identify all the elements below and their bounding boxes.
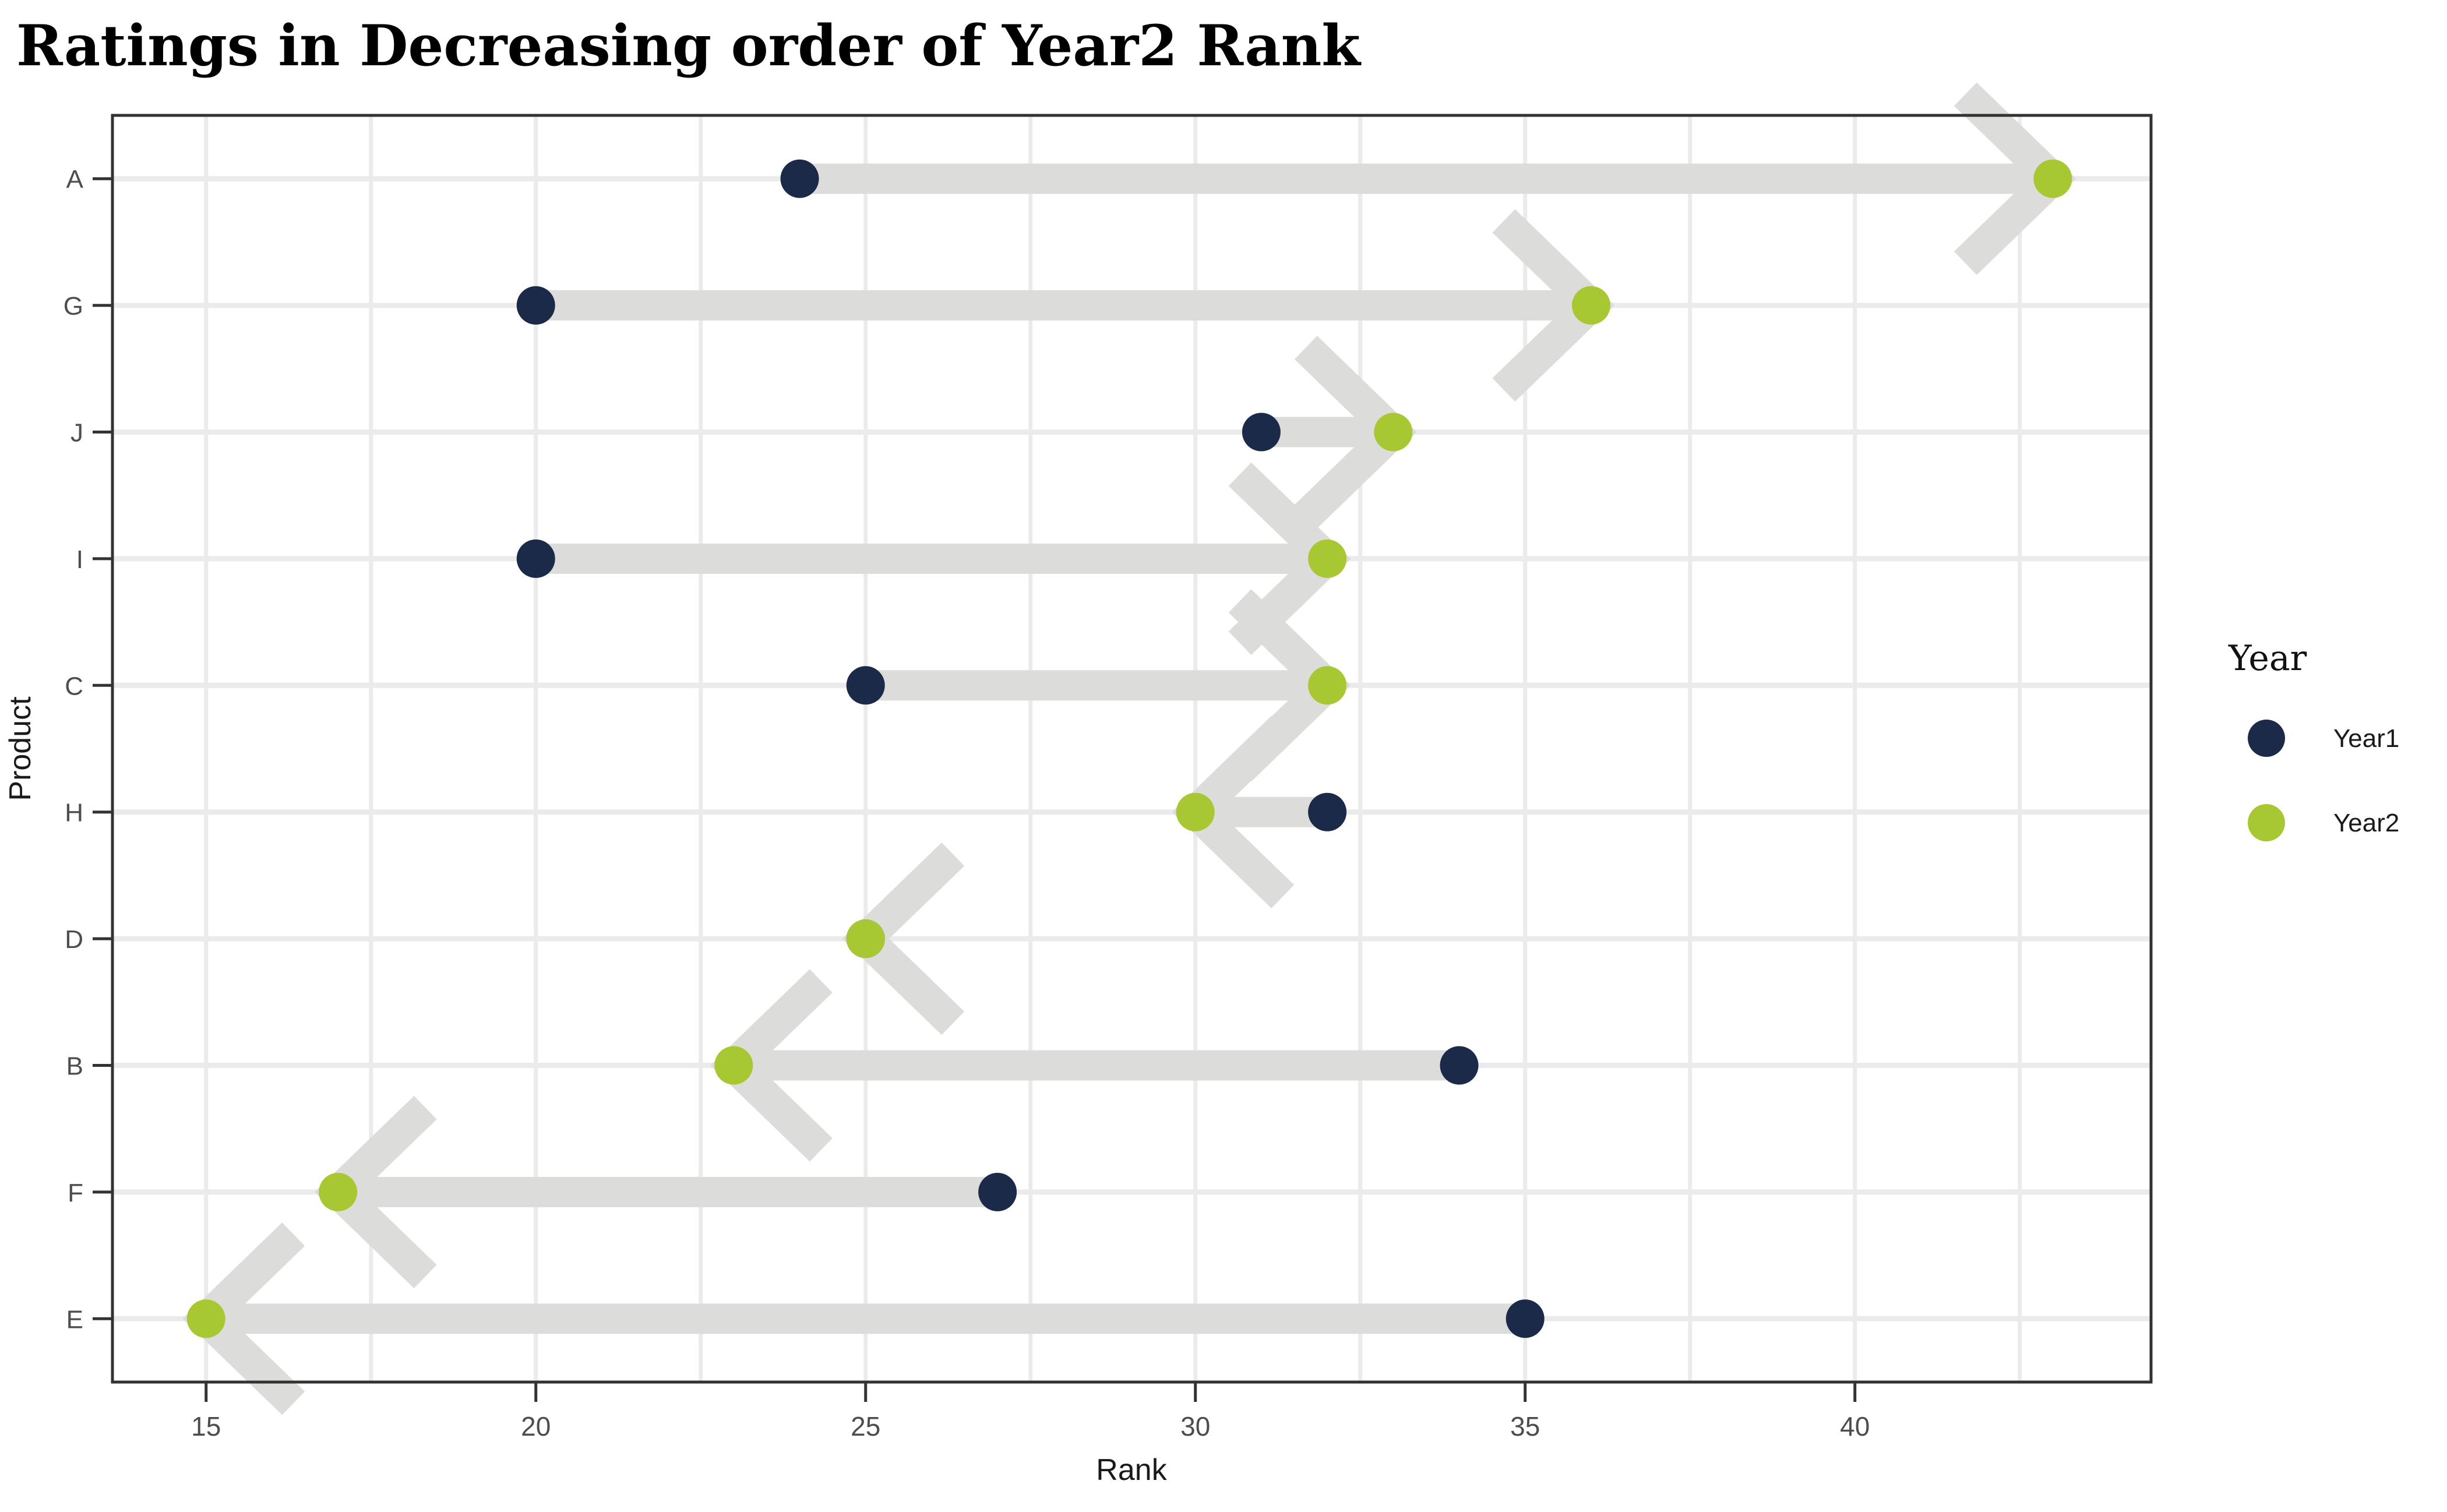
marks-layer [182, 82, 2076, 1415]
x-tick-label: 40 [1840, 1411, 1870, 1441]
year1-dot-J [1242, 413, 1281, 452]
legend-title: Year [2228, 638, 2307, 679]
arrow-segment-C [865, 670, 1328, 701]
x-tick-label: 30 [1180, 1411, 1210, 1441]
y-tick-label-C: C [65, 672, 83, 700]
arrow-segment-A [799, 163, 2053, 194]
year2-dot-C [1308, 666, 1347, 705]
x-tick-label: 15 [191, 1411, 221, 1441]
y-tick-label-B: B [66, 1052, 83, 1081]
chart-title: Ratings in Decreasing order of Year2 Ran… [16, 13, 1362, 79]
arrow-segment-F [338, 1176, 998, 1207]
y-tick-label-D: D [65, 925, 83, 954]
x-tick-label: 20 [521, 1411, 551, 1441]
year1-dot-G [516, 286, 555, 325]
year1-dot-F [978, 1172, 1017, 1211]
year2-dot-J [1374, 413, 1413, 452]
year1-dot-B [1440, 1046, 1479, 1085]
axes-layer: 15 20 25 30 35 40 A G J I C H D B F E [64, 114, 2153, 1441]
year2-dot-G [1571, 286, 1610, 325]
x-tick-label: 35 [1510, 1411, 1540, 1441]
arrow-segment-G [535, 290, 1591, 321]
year1-dot-A [780, 159, 819, 198]
year1-dot-E [1505, 1299, 1545, 1338]
y-tick-label-I: I [76, 545, 83, 574]
y-tick-label-H: H [65, 799, 83, 827]
y-tick-label-J: J [70, 419, 83, 447]
y-tick-label-F: F [68, 1179, 83, 1207]
legend: Year Year1 Year2 [2228, 638, 2399, 841]
year2-dot-I [1308, 539, 1347, 578]
year1-dot-I [516, 539, 555, 578]
legend-label-year2: Year2 [2333, 809, 2399, 837]
year2-dot-D [846, 919, 885, 958]
x-tick-label: 25 [851, 1411, 880, 1441]
year1-dot-C [846, 666, 885, 705]
year2-dot-E [186, 1299, 225, 1338]
y-tick-label-E: E [66, 1305, 83, 1334]
y-tick-label-G: G [64, 292, 83, 320]
year2-dot-F [319, 1172, 358, 1211]
legend-key-year2 [2248, 804, 2285, 841]
year2-dot-H [1176, 792, 1215, 831]
x-axis-title: Rank [1096, 1453, 1167, 1487]
legend-label-year1: Year1 [2333, 724, 2399, 753]
arrow-segment-I [535, 543, 1328, 574]
panel-border [111, 114, 2153, 1384]
y-axis-title: Product [3, 696, 37, 801]
year1-dot-H [1308, 792, 1347, 831]
year2-dot-B [714, 1046, 753, 1085]
y-tick-label-A: A [66, 165, 84, 194]
legend-key-year1 [2248, 720, 2285, 757]
arrow-segment-E [206, 1303, 1525, 1334]
year2-dot-A [2033, 159, 2072, 198]
arrow-segment-B [734, 1050, 1459, 1081]
